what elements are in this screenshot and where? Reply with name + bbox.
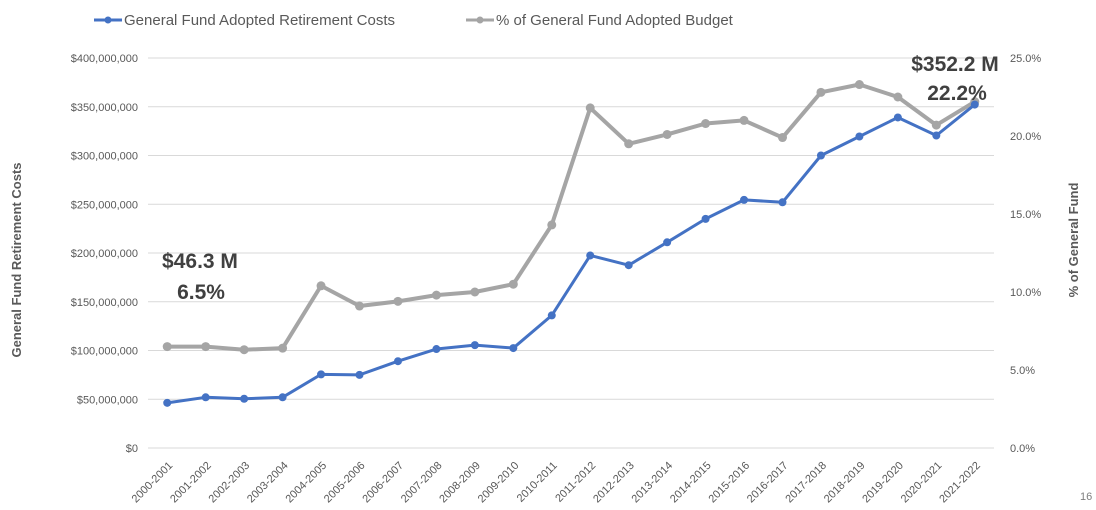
point-retirement-costs xyxy=(778,198,787,207)
annotation-end-pct: 22.2% xyxy=(927,82,987,105)
series-line-retirement-costs xyxy=(167,103,976,405)
point-retirement-costs xyxy=(317,370,326,379)
right-axis-title: % of General Fund xyxy=(1066,183,1081,298)
left-axis-ticks: $0 $50,000,000 $100,000,000 $150,000,000 $20… xyxy=(71,53,138,455)
point-retirement-costs xyxy=(240,394,249,403)
point-pct-budget xyxy=(662,129,672,139)
point-retirement-costs xyxy=(740,195,749,204)
legend-marker-pct-budget xyxy=(476,16,484,24)
point-retirement-costs xyxy=(701,214,710,223)
y2-tick-label: 0.0% xyxy=(1010,443,1035,455)
point-pct-budget xyxy=(316,281,326,291)
point-retirement-costs xyxy=(470,341,479,350)
point-pct-budget xyxy=(431,290,441,300)
point-retirement-costs xyxy=(932,131,941,140)
series-group xyxy=(162,80,980,407)
y-tick-label: $150,000,000 xyxy=(71,297,138,309)
x-tick-label: 2009-2010 xyxy=(476,460,522,506)
y-tick-label: $100,000,000 xyxy=(71,346,138,358)
point-retirement-costs xyxy=(432,345,441,354)
y2-tick-label: 25.0% xyxy=(1010,53,1041,65)
y2-tick-label: 20.0% xyxy=(1010,131,1041,143)
point-pct-budget xyxy=(701,119,711,129)
y-tick-label: $0 xyxy=(126,443,138,455)
x-axis-ticks: 2000-20012001-20022002-20032003-20042004… xyxy=(130,460,983,506)
x-tick-label: 2010-2011 xyxy=(515,460,560,505)
point-retirement-costs xyxy=(816,151,825,160)
point-pct-budget xyxy=(239,345,249,355)
annotation-end-value: $352.2 M xyxy=(911,53,999,76)
legend-label-pct-budget: % of General Fund Adopted Budget xyxy=(496,12,734,29)
point-pct-budget xyxy=(854,80,864,90)
point-retirement-costs xyxy=(278,393,287,402)
point-pct-budget xyxy=(739,115,749,125)
series-line-pct-budget xyxy=(167,82,976,352)
point-retirement-costs xyxy=(355,370,364,379)
point-pct-budget xyxy=(355,301,364,311)
point-retirement-costs xyxy=(624,261,633,270)
y-tick-label: $250,000,000 xyxy=(71,199,138,211)
right-axis-ticks: 0.0% 5.0% 10.0% 15.0% 20.0% 25.0% xyxy=(1010,53,1041,455)
point-pct-budget xyxy=(624,139,634,149)
y-tick-label: $400,000,000 xyxy=(71,53,138,65)
point-pct-budget xyxy=(508,279,518,289)
point-pct-budget xyxy=(162,342,172,352)
point-retirement-costs xyxy=(547,311,556,320)
point-pct-budget xyxy=(470,287,480,297)
point-pct-budget xyxy=(393,296,403,306)
point-pct-budget xyxy=(816,87,826,97)
y-tick-label: $350,000,000 xyxy=(71,102,138,114)
point-retirement-costs xyxy=(163,398,172,407)
point-pct-budget xyxy=(585,103,595,113)
point-retirement-costs xyxy=(393,357,402,366)
gridlines xyxy=(148,57,994,449)
point-pct-budget xyxy=(893,92,903,102)
left-axis-title: General Fund Retirement Costs xyxy=(9,162,24,357)
legend-marker-retirement-costs xyxy=(104,16,112,24)
annotation-start-value: $46.3 M xyxy=(162,250,238,273)
legend: General Fund Adopted Retirement Costs % … xyxy=(94,12,734,29)
point-pct-budget xyxy=(201,342,211,352)
annotations: $46.3 M 6.5% $352.2 M 22.2% xyxy=(162,53,999,304)
point-retirement-costs xyxy=(509,344,518,353)
point-pct-budget xyxy=(778,133,787,143)
y-tick-label: $50,000,000 xyxy=(77,394,138,406)
point-retirement-costs xyxy=(855,132,864,141)
point-pct-budget xyxy=(278,343,288,353)
page-number: 16 xyxy=(1080,491,1092,503)
point-retirement-costs xyxy=(970,100,979,109)
point-retirement-costs xyxy=(663,238,672,247)
annotation-start-pct: 6.5% xyxy=(177,281,225,304)
y2-tick-label: 15.0% xyxy=(1010,209,1041,221)
y2-tick-label: 10.0% xyxy=(1010,287,1041,299)
y-tick-label: $200,000,000 xyxy=(71,248,138,260)
x-tick-label: 2021-2022 xyxy=(937,460,983,506)
y2-tick-label: 5.0% xyxy=(1010,365,1035,377)
point-pct-budget xyxy=(931,120,941,130)
legend-label-retirement-costs: General Fund Adopted Retirement Costs xyxy=(124,12,395,29)
point-retirement-costs xyxy=(586,251,595,260)
y-tick-label: $300,000,000 xyxy=(71,151,138,163)
point-retirement-costs xyxy=(893,113,902,122)
point-pct-budget xyxy=(547,220,557,230)
point-retirement-costs xyxy=(201,393,210,402)
